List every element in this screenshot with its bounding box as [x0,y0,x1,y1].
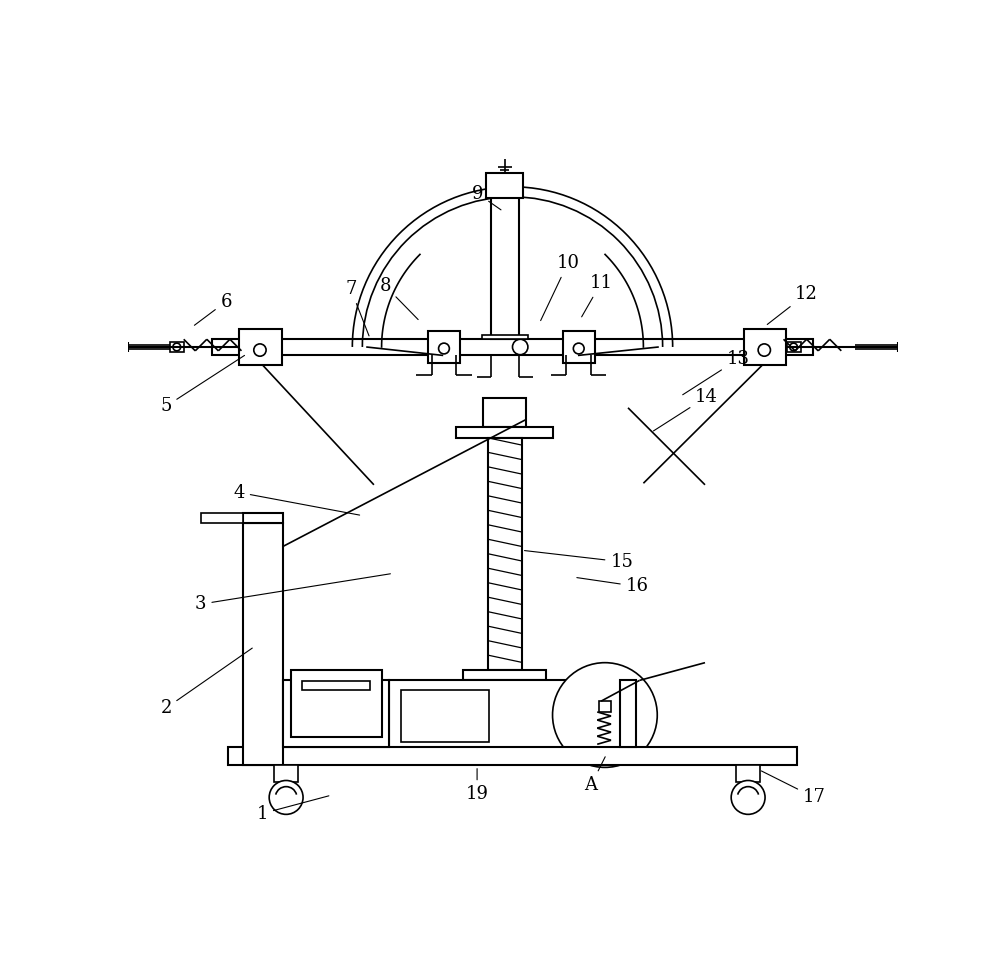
Circle shape [731,780,765,814]
Bar [243,513,283,523]
Bar [291,670,382,737]
Circle shape [254,344,266,356]
Bar [488,438,522,669]
Circle shape [512,339,528,354]
Text: A: A [585,756,605,794]
Bar [486,173,523,198]
Text: 13: 13 [683,350,750,395]
Bar [389,681,620,750]
Text: 4: 4 [233,484,360,516]
Text: 6: 6 [194,293,232,325]
Circle shape [173,343,181,350]
Bar [483,397,526,427]
Bar [302,682,370,690]
Circle shape [758,344,770,356]
Bar [170,342,184,352]
Text: 16: 16 [577,577,649,595]
Bar [239,329,282,365]
Text: 5: 5 [160,355,245,416]
Text: 14: 14 [653,388,718,431]
Circle shape [439,343,449,354]
Text: 11: 11 [582,274,613,317]
Circle shape [573,343,584,354]
Bar [212,339,813,355]
Bar [736,765,760,782]
Text: 15: 15 [524,551,633,571]
Text: 17: 17 [761,771,826,806]
Text: 2: 2 [160,648,252,717]
Bar [463,670,546,681]
Bar [491,184,519,339]
Bar [201,514,243,522]
Text: 10: 10 [541,254,579,321]
Bar [482,335,528,339]
Bar [228,747,797,765]
Text: 9: 9 [472,184,501,210]
Text: 7: 7 [345,280,369,336]
Bar [744,329,786,365]
Bar [787,342,801,352]
Circle shape [553,662,657,767]
Text: 19: 19 [466,769,489,804]
Circle shape [269,780,303,814]
Bar [563,331,595,363]
Text: 1: 1 [256,796,329,823]
Bar [212,347,813,353]
Bar [401,689,489,742]
Bar [243,523,283,765]
Circle shape [790,343,797,350]
Text: 3: 3 [195,574,390,613]
Bar [428,331,460,363]
Bar [212,341,813,347]
Text: 8: 8 [380,277,418,320]
Bar [599,701,611,712]
Bar [620,681,636,747]
Bar [456,427,553,438]
Text: 12: 12 [767,285,818,324]
Bar [283,681,389,747]
Bar [274,765,298,782]
